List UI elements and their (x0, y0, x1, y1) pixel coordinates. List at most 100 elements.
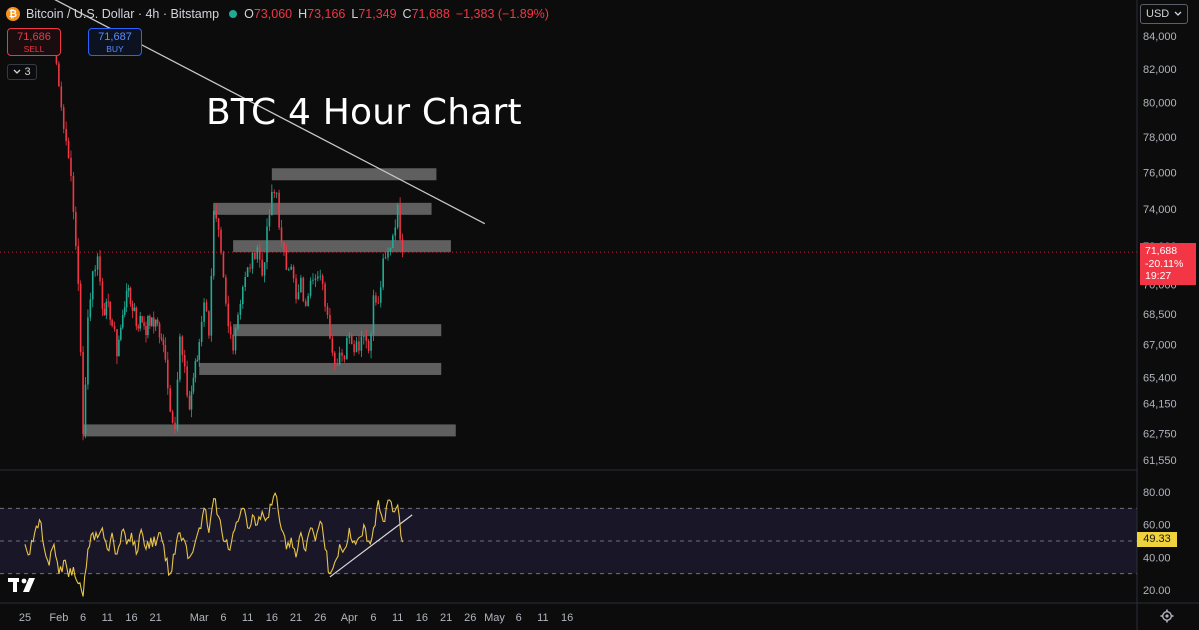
indicators-toggle-button[interactable]: 3 (7, 64, 37, 80)
time-tick-label: 26 (464, 612, 476, 624)
candle-body (113, 325, 116, 330)
time-tick-label: 6 (370, 612, 376, 624)
candle-body (215, 210, 217, 219)
time-tick-label: 26 (314, 612, 326, 624)
candle-body (348, 335, 351, 338)
candle-body (212, 210, 215, 276)
candle-body (220, 229, 222, 253)
candle-body (101, 281, 104, 309)
high-label: H (298, 7, 308, 21)
candle-body (246, 267, 249, 278)
symbol-header: ₿ Bitcoin / U.S. Dollar · 4h · Bitstamp … (0, 0, 555, 28)
candle-body (295, 278, 297, 300)
candle-body (389, 247, 392, 252)
candle-body (105, 301, 108, 316)
price-tick-label: 61,550 (1143, 455, 1177, 467)
buy-button[interactable]: 71,687 BUY (88, 28, 142, 56)
open-value: 73,060 (253, 7, 293, 21)
candle-body (263, 262, 266, 276)
chevron-down-icon (1174, 11, 1182, 16)
candle-body (120, 327, 122, 340)
candle-body (162, 339, 165, 345)
candle-body (273, 191, 276, 193)
currency-selector[interactable]: USD (1140, 4, 1188, 24)
candle-body (158, 323, 161, 338)
candle-body (94, 269, 96, 272)
candle-body (60, 86, 63, 108)
time-tick-label: 11 (537, 612, 548, 624)
candle-body (234, 328, 237, 351)
candle-body (394, 227, 397, 236)
candle-body (192, 377, 195, 392)
open-label: O (244, 7, 254, 21)
candle-body (200, 321, 203, 342)
change-value: −1,383 (−1.89%) (455, 7, 549, 21)
candle-body (387, 251, 389, 258)
candle-body (329, 315, 331, 339)
gear-icon[interactable] (1160, 609, 1174, 623)
candle-body (346, 337, 348, 360)
time-tick-label: 21 (290, 612, 302, 624)
time-tick-label: 16 (561, 612, 573, 624)
candle-body (350, 335, 353, 345)
rsi-tick-label: 80.00 (1143, 487, 1171, 499)
candle-body (343, 355, 346, 360)
candle-body (75, 212, 77, 247)
candle-body (314, 278, 317, 280)
time-tick-label: 11 (242, 612, 253, 624)
candle-body (127, 287, 130, 291)
candle-body (242, 287, 244, 305)
time-tick-label: 21 (150, 612, 162, 624)
candle-body (331, 338, 334, 353)
candle-body (118, 339, 120, 357)
candle-body (58, 63, 60, 87)
price-tick-label: 82,000 (1143, 64, 1177, 76)
sr-zone (233, 240, 451, 253)
sell-button[interactable]: 71,686 SELL (7, 28, 61, 56)
rsi-trendline (329, 514, 413, 578)
candle-body (333, 352, 336, 365)
price-tick-label: 80,000 (1143, 98, 1177, 110)
candle-body (109, 301, 111, 320)
candle-body (399, 205, 401, 240)
buy-label: BUY (106, 44, 124, 54)
candle-body (171, 411, 174, 423)
candle-body (358, 341, 360, 351)
candle-body (156, 319, 159, 324)
time-tick-label: 11 (102, 612, 113, 624)
time-tick-label: 16 (125, 612, 137, 624)
candle-body (179, 336, 181, 380)
time-tick-label: 6 (80, 612, 86, 624)
time-tick-label: 25 (19, 612, 31, 624)
candle-body (125, 290, 128, 308)
candle-body (160, 337, 163, 340)
candle-body (116, 329, 118, 357)
buy-price: 71,687 (98, 31, 132, 43)
candle-body (377, 302, 380, 304)
candle-body (237, 314, 239, 329)
candle-body (208, 311, 210, 336)
candle-body (77, 246, 80, 284)
candle-body (379, 287, 382, 303)
candle-body (169, 388, 171, 412)
candle-body (62, 107, 65, 129)
candle-body (137, 326, 140, 329)
candle-body (232, 334, 234, 351)
candles (55, 51, 404, 441)
candle-body (152, 317, 155, 327)
close-label: C (402, 7, 412, 21)
price-tick-label: 78,000 (1143, 132, 1177, 144)
candle-body (229, 326, 232, 335)
candle-body (145, 326, 147, 336)
time-tick-label: 21 (440, 612, 452, 624)
symbol-title[interactable]: Bitcoin / U.S. Dollar · 4h · Bitstamp (26, 7, 220, 21)
low-value: 71,349 (358, 7, 397, 21)
candle-body (338, 352, 341, 365)
candle-body (392, 235, 394, 248)
rsi-tick-label: 60.00 (1143, 520, 1171, 532)
candle-body (222, 252, 225, 278)
time-tick-label: 16 (266, 612, 278, 624)
time-tick-label: 6 (220, 612, 226, 624)
candle-body (131, 303, 134, 311)
